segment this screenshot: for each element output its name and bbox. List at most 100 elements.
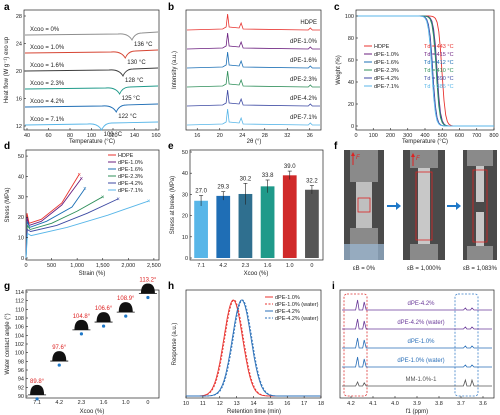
e-y-tick-label: 20 [182, 214, 188, 220]
xrd-curve [186, 108, 320, 126]
td-label: Td = 390 °C [424, 76, 454, 82]
highlight-box-blue [454, 293, 479, 397]
e-y-tick-label: 0 [185, 256, 188, 262]
break-marker: × [101, 195, 105, 201]
xrd-curve [186, 89, 320, 107]
legend-label: dPE-4.2% [118, 181, 143, 187]
dsc-peak-label: 125 °C [122, 96, 141, 102]
c-x-tick-label: 200 [386, 133, 395, 139]
xrd-series-label: dPE-1.6% [290, 58, 318, 64]
dsc-curve [24, 31, 159, 42]
panel-c-ylabel: Weight (%) [336, 55, 342, 85]
stress-strain-curve [25, 178, 82, 259]
break-marker: × [147, 199, 151, 205]
xrd-series-label: dPE-2.3% [290, 77, 318, 83]
panel-b: b HDPE dPE-1.0% dPE-1.6% dPE-2.3% dPE-4.2% dP… [168, 2, 322, 145]
panel-h-xlabel: Retention time (min) [227, 409, 281, 415]
g-y-tick-label: 114 [15, 290, 24, 296]
data-point [57, 363, 61, 367]
nmr-series-label: dPE-4.2% [407, 301, 435, 307]
panel-b-xlabel: 2θ (°) [247, 139, 262, 145]
c-y-tick-label: 100 [345, 14, 354, 20]
td-label: Td = 385 °C [424, 84, 454, 90]
b-x-tick-label: 16 [194, 133, 200, 139]
d-x-tick-label: 1,500 [96, 263, 110, 269]
dsc-series-label: Xᴄᴏᴏ = 1.0% [30, 45, 65, 51]
c-x-tick-label: 300 [403, 133, 412, 139]
panel-label-g: g [4, 281, 10, 292]
c-x-tick-label: 600 [455, 133, 464, 139]
angle-label: 89.8° [30, 379, 45, 385]
h-x-tick-label: 13 [234, 401, 240, 407]
c-y-tick-label: 60 [348, 58, 354, 64]
bar-category-label: 0 [310, 263, 313, 269]
dsc-series-label: Xᴄᴏᴏ = 2.3% [30, 81, 65, 87]
panel-i-xlabel: f1 (ppm) [406, 409, 428, 415]
panel-c-xlabel: Temperature (°C) [402, 139, 448, 145]
panel-e-xlabel: Xᴄᴏᴏ (%) [244, 271, 269, 277]
panel-label-a: a [4, 2, 10, 13]
panel-e-frame [189, 149, 324, 261]
dsc-curve [24, 85, 159, 96]
h-x-tick-label: 17 [301, 401, 307, 407]
xrd-series-label: dPE-1.0% [290, 39, 318, 45]
break-marker: × [80, 177, 84, 183]
panel-g-points: 89.8° 7.1 97.6° 4.2 104.8° 2.3 106.6° 1.6 108.9°… [28, 277, 157, 406]
nmr-spectrum [342, 299, 492, 311]
panel-e: e 27.0 7.1 29.3 4.2 30.2 2.3 33.8 1.6 39.0 1.0 32.… [168, 141, 324, 277]
category-label: 4.2 [55, 400, 63, 406]
g-y-tick-label: 112 [15, 299, 24, 305]
bar-value-label: 32.2 [306, 178, 318, 184]
legend-label: dPE-4.2% [275, 309, 300, 315]
legend-label: dPE-1.0% [118, 160, 143, 166]
stress-strain-curve [25, 174, 80, 259]
d-x-tick-label: 1,000 [70, 263, 84, 269]
force-label-1: F [356, 155, 360, 161]
d-y-tick-label: 0 [21, 256, 24, 262]
h-x-tick-label: 11 [200, 401, 206, 407]
tga-curve [356, 15, 494, 127]
data-point [124, 314, 128, 318]
b-x-tick-label: 20 [217, 133, 223, 139]
bar [216, 195, 231, 258]
dsc-peak-label: 128 °C [125, 78, 144, 84]
h-x-tick-label: 14 [250, 401, 256, 407]
dsc-curve [24, 49, 159, 60]
c-x-tick-label: 700 [472, 133, 481, 139]
droplet-icon [74, 319, 89, 330]
i-x-tick-label: 4.0 [391, 401, 399, 407]
g-y-tick-label: 104 [15, 333, 24, 339]
bar [238, 193, 253, 258]
panel-e-ylabel: Stress at break (MPa) [170, 176, 176, 234]
a-y-tick-label: 24 [16, 42, 22, 48]
panel-c-legend: HDPE Td = 443 °C dPE-1.0% Td = 415 °C dPE-1.… [364, 44, 454, 90]
h-x-tick-label: 15 [267, 401, 273, 407]
category-label: 1.6 [100, 400, 108, 406]
stress-strain-curve [25, 196, 103, 259]
xrd-curve [186, 32, 320, 50]
b-x-tick-label: 28 [262, 133, 268, 139]
legend-label: dPE-1.0% (water) [275, 302, 319, 308]
dsc-series-label: Xᴄᴏᴏ = 0% [30, 27, 60, 33]
a-x-tick-label: 60 [45, 133, 51, 139]
i-x-tick-label: 3.9 [413, 401, 421, 407]
panel-e-yticks: 0 10 20 30 40 50 [182, 150, 192, 262]
nmr-spectrum [342, 318, 492, 330]
panel-g-ylabel: Water contact angle (°) [5, 313, 11, 374]
g-y-tick-label: 100 [15, 351, 24, 357]
i-x-tick-label: 3.8 [435, 401, 443, 407]
h-x-tick-label: 12 [217, 401, 223, 407]
gpc-curve [186, 299, 321, 397]
bar-value-label: 39.0 [284, 164, 296, 170]
dsc-series-label: Xᴄᴏᴏ = 4.2% [30, 99, 65, 105]
nmr-spectrum [342, 378, 492, 387]
i-x-tick-label: 4.1 [369, 401, 377, 407]
nmr-series-label: dPE-1.0% (water) [397, 358, 444, 364]
droplet-icon [52, 351, 67, 362]
panel-g-xlabel: Xᴄᴏᴏ (%) [80, 409, 105, 415]
bar-category-label: 7.1 [197, 263, 205, 269]
e-y-tick-label: 40 [182, 171, 188, 177]
data-point [146, 295, 150, 300]
